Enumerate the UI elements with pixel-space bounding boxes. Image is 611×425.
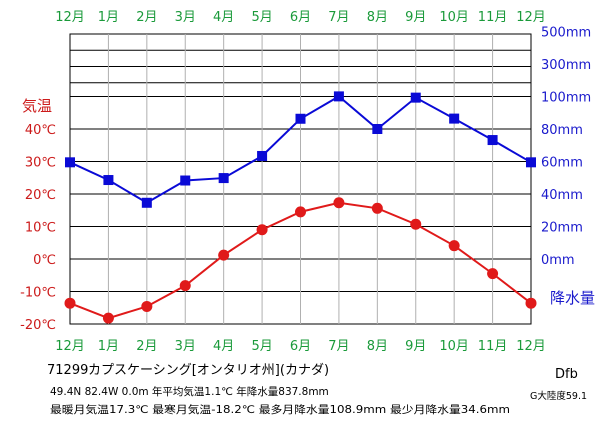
temperature-point: [179, 280, 191, 292]
temperature-axis-ticks: 40℃ 30℃ 20℃ 10℃ 0℃ -10℃ -20℃: [20, 123, 56, 333]
month-label-bottom: 6月: [290, 339, 311, 354]
precipitation-tick-label: 500mm: [541, 26, 591, 41]
precipitation-point: [180, 175, 191, 186]
month-label-bottom: 2月: [136, 339, 157, 354]
precipitation-point: [449, 113, 460, 124]
month-label-top: 4月: [213, 10, 234, 25]
precipitation-point: [295, 113, 306, 124]
temperature-tick-label: -10℃: [20, 286, 56, 301]
precipitation-tick-label: 0mm: [541, 253, 575, 268]
temperature-tick-label: 30℃: [25, 156, 56, 171]
grid: [69, 33, 532, 325]
month-label-bottom: 7月: [328, 339, 349, 354]
precipitation-point: [65, 157, 75, 168]
precipitation-tick-label: 300mm: [541, 58, 591, 73]
temperature-point: [371, 202, 383, 214]
month-label-bottom: 3月: [175, 339, 196, 354]
month-label-top: 1月: [98, 10, 119, 25]
temperature-point: [218, 249, 230, 261]
temperature-point: [487, 268, 499, 280]
precipitation-point: [141, 197, 152, 208]
temperature-point: [141, 300, 153, 312]
temperature-point: [448, 240, 460, 252]
temperature-series: [64, 197, 537, 324]
precipitation-series: [65, 91, 536, 208]
precipitation-point: [218, 173, 229, 184]
precipitation-tick-label: 20mm: [541, 221, 583, 236]
continentality: G大陸度59.1: [530, 390, 587, 402]
temperature-point: [256, 224, 268, 236]
month-label-bottom: 11月: [478, 339, 508, 354]
temperature-point: [295, 206, 306, 218]
temperature-tick-label: 40℃: [25, 123, 56, 138]
month-label-top: 6月: [290, 10, 311, 25]
month-label-bottom: 5月: [251, 339, 272, 354]
month-label-bottom: 10月: [439, 339, 469, 354]
temperature-point: [64, 297, 76, 309]
month-label-bottom: 9月: [405, 339, 426, 354]
top-month-labels: 12月 1月 2月 3月 4月 5月 6月 7月 8月 9月 10月 11月 12月: [55, 10, 546, 25]
koppen-climate: Dfb: [555, 367, 578, 382]
month-label-top: 5月: [251, 10, 272, 25]
precipitation-axis-ticks: 500mm 300mm 100mm 80mm 60mm 40mm 20mm 0mm: [541, 26, 591, 269]
precipitation-tick-label: 100mm: [541, 91, 591, 106]
precipitation-tick-label: 40mm: [541, 188, 583, 203]
month-label-bottom: 8月: [367, 339, 388, 354]
station-coords: 49.4N 82.4W 0.0m 年平均気温1.1℃ 年降水量837.8mm: [50, 385, 329, 398]
month-label-top: 12月: [55, 10, 85, 25]
precipitation-point: [333, 91, 344, 102]
month-label-bottom: 12月: [55, 339, 85, 354]
month-label-top: 3月: [175, 10, 196, 25]
temperature-tick-label: 0℃: [33, 253, 56, 268]
month-label-top: 11月: [478, 10, 508, 25]
temperature-tick-label: 20℃: [25, 188, 56, 203]
month-label-top: 9月: [405, 10, 426, 25]
precipitation-point: [103, 175, 114, 186]
temperature-point: [102, 312, 114, 324]
precipitation-point: [526, 157, 536, 168]
month-label-top: 12月: [516, 10, 546, 25]
temperature-point: [525, 297, 537, 309]
precipitation-axis-label: 降水量: [550, 289, 595, 307]
temperature-point: [333, 197, 345, 209]
month-label-top: 7月: [328, 10, 349, 25]
station-extremes: 最暖月気温17.3℃ 最寒月気温-18.2℃ 最多月降水量108.9mm 最少月…: [50, 403, 510, 416]
precipitation-point: [487, 135, 498, 146]
month-label-bottom: 4月: [213, 339, 234, 354]
month-label-bottom: 12月: [516, 339, 546, 354]
temperature-tick-label: 10℃: [25, 221, 56, 236]
month-label-top: 10月: [439, 10, 469, 25]
bottom-month-labels: 12月 1月 2月 3月 4月 5月 6月 7月 8月 9月 10月 11月 12月: [55, 339, 546, 354]
precipitation-point: [372, 124, 383, 134]
temperature-point: [410, 218, 422, 230]
month-label-top: 2月: [136, 10, 157, 25]
station-name: カプスケーシング[オンタリオ州](カナダ): [88, 363, 329, 378]
station-id: 71299: [47, 363, 88, 378]
precipitation-tick-label: 60mm: [541, 156, 583, 171]
temperature-axis-label: 気温: [22, 97, 52, 115]
month-label-top: 8月: [367, 10, 388, 25]
precipitation-point: [410, 92, 421, 103]
precipitation-tick-label: 80mm: [541, 123, 583, 138]
temperature-tick-label: -20℃: [20, 318, 56, 333]
precipitation-point: [257, 150, 268, 161]
month-label-bottom: 1月: [98, 339, 119, 354]
